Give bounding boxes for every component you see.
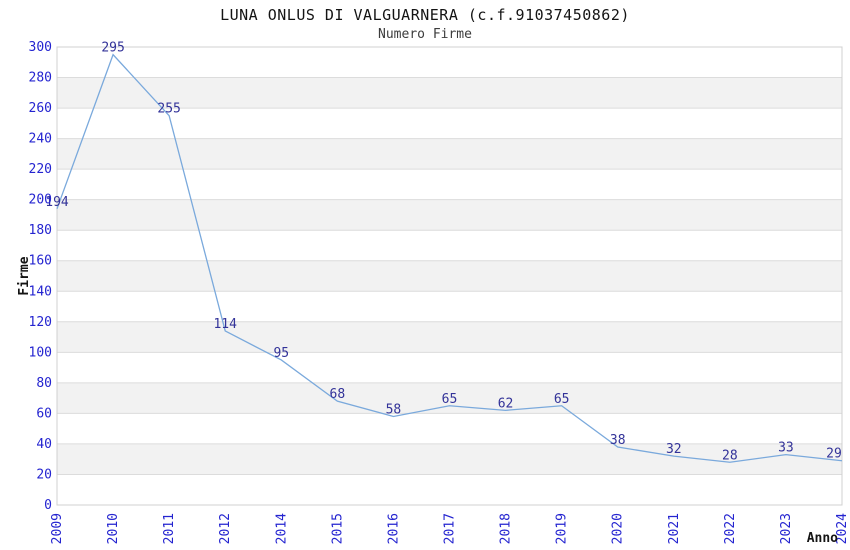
data-point-label: 68 bbox=[330, 387, 346, 402]
x-tick-label: 2015 bbox=[330, 513, 345, 544]
data-point-label: 114 bbox=[213, 317, 237, 332]
y-tick-label: 40 bbox=[36, 437, 52, 452]
y-tick-label: 200 bbox=[29, 193, 52, 208]
y-tick-label: 240 bbox=[29, 132, 52, 147]
x-tick-label: 2021 bbox=[667, 513, 682, 544]
data-point-label: 38 bbox=[610, 433, 626, 448]
y-tick-label: 280 bbox=[29, 71, 52, 86]
x-tick-label: 2011 bbox=[162, 513, 177, 544]
x-tick-label: 2019 bbox=[555, 513, 570, 544]
y-tick-label: 60 bbox=[36, 406, 52, 421]
y-tick-label: 120 bbox=[29, 315, 52, 330]
x-tick-label: 2012 bbox=[218, 513, 233, 544]
plot-band bbox=[57, 443, 842, 475]
x-tick-label: 2020 bbox=[611, 513, 626, 544]
x-tick-label: 2010 bbox=[106, 513, 121, 544]
y-tick-label: 300 bbox=[29, 40, 52, 55]
plot-band bbox=[57, 260, 842, 292]
x-tick-label: 2009 bbox=[50, 513, 65, 544]
plot-band bbox=[57, 138, 842, 170]
data-point-label: 58 bbox=[386, 402, 402, 417]
chart-subtitle: Numero Firme bbox=[378, 27, 472, 42]
data-point-label: 28 bbox=[722, 448, 738, 463]
y-tick-label: 0 bbox=[44, 498, 52, 513]
y-tick-label: 80 bbox=[36, 376, 52, 391]
chart-title: LUNA ONLUS DI VALGUARNERA (c.f.910374508… bbox=[220, 6, 630, 24]
data-point-label: 33 bbox=[778, 441, 794, 456]
y-tick-label: 180 bbox=[29, 223, 52, 238]
y-tick-label: 20 bbox=[36, 467, 52, 482]
y-tick-label: 220 bbox=[29, 162, 52, 177]
x-axis-title: Anno bbox=[807, 531, 838, 546]
data-point-label: 65 bbox=[554, 392, 570, 407]
data-point-label: 29 bbox=[826, 447, 842, 462]
x-tick-label: 2017 bbox=[443, 513, 458, 544]
y-tick-label: 160 bbox=[29, 254, 52, 269]
plot-band bbox=[57, 382, 842, 414]
data-point-label: 65 bbox=[442, 392, 458, 407]
data-point-label: 295 bbox=[101, 41, 124, 56]
x-tick-label: 2022 bbox=[723, 513, 738, 544]
x-tick-label: 2018 bbox=[499, 513, 514, 544]
data-point-label: 95 bbox=[273, 346, 289, 361]
data-point-label: 255 bbox=[157, 102, 180, 117]
data-point-label: 194 bbox=[45, 195, 69, 210]
y-axis-title: Firme bbox=[17, 256, 32, 295]
y-tick-label: 140 bbox=[29, 284, 52, 299]
data-line bbox=[56, 53, 843, 463]
plot-band bbox=[57, 321, 842, 353]
data-point-label: 62 bbox=[498, 396, 514, 411]
x-tick-label: 2016 bbox=[386, 513, 401, 544]
x-tick-label: 2014 bbox=[274, 513, 289, 544]
x-tick-label: 2024 bbox=[835, 513, 850, 544]
y-tick-label: 260 bbox=[29, 101, 52, 116]
data-point-label: 32 bbox=[666, 442, 682, 457]
x-tick-label: 2023 bbox=[779, 513, 794, 544]
plot-band bbox=[57, 199, 842, 231]
plot-border bbox=[56, 46, 843, 506]
y-tick-label: 100 bbox=[29, 345, 52, 360]
plot-band bbox=[57, 77, 842, 109]
